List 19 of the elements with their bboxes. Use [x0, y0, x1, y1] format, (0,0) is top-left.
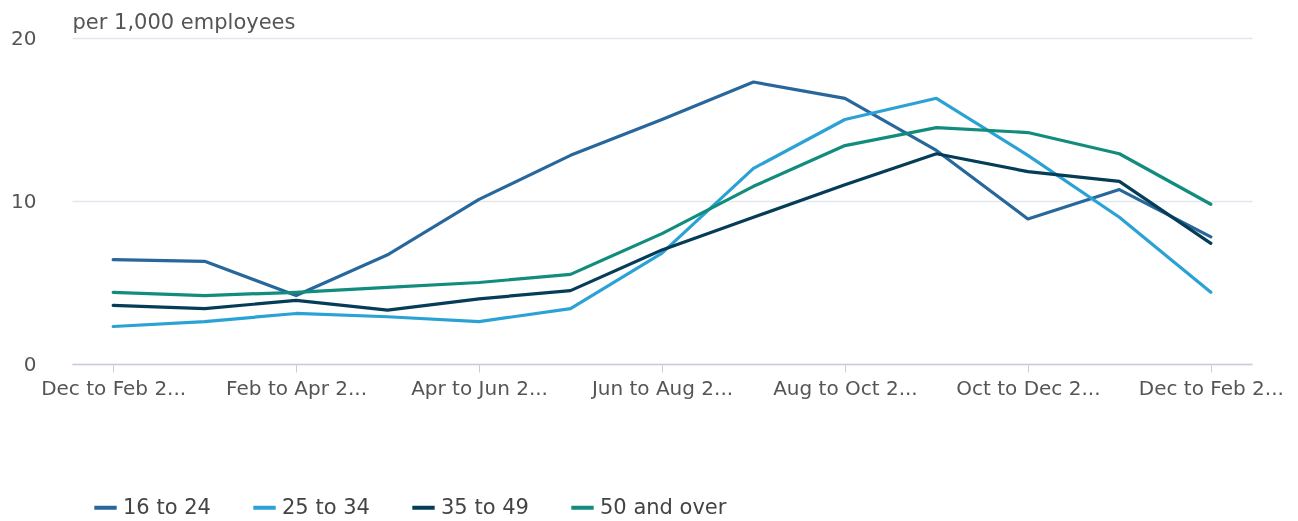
x-tick-label: Oct to Dec 2...: [956, 375, 1101, 400]
x-tick-label: Dec to Feb 2...: [41, 375, 187, 400]
line-series: [111, 80, 1213, 298]
line-series: [111, 126, 1213, 298]
line-series: [111, 96, 1213, 329]
y-tick-label: 0: [23, 351, 37, 376]
legend-label: 50 and over: [600, 494, 727, 519]
legend-label: 25 to 34: [282, 494, 370, 519]
x-tick-label: Aug to Oct 2...: [773, 375, 918, 400]
y-axis-title: per 1,000 employees: [72, 9, 296, 34]
legend-label: 35 to 49: [441, 494, 529, 519]
x-tick-label: Dec to Feb 2...: [1138, 375, 1284, 400]
x-tick-label: Apr to Jun 2...: [411, 375, 548, 400]
x-tick-label: Jun to Aug 2...: [589, 375, 734, 400]
line-series: [111, 152, 1213, 312]
y-tick-label: 20: [11, 25, 37, 50]
legend-label: 16 to 24: [123, 494, 211, 519]
y-tick-label: 10: [11, 188, 37, 213]
x-tick-label: Feb to Apr 2...: [226, 375, 368, 400]
